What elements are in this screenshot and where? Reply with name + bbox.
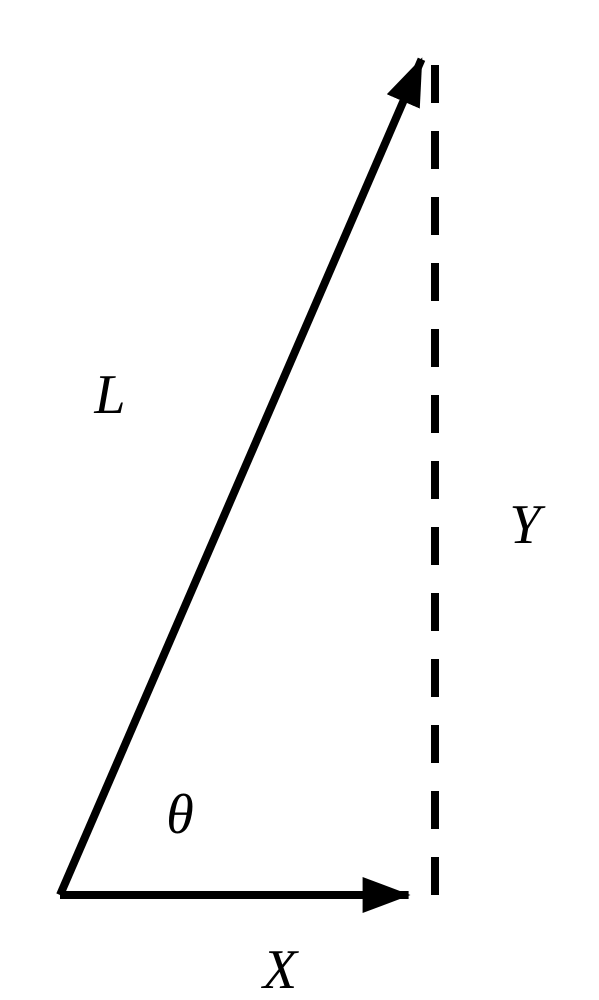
theta-label: θ — [166, 784, 194, 846]
x-label: X — [261, 939, 300, 1000]
vector-triangle-diagram: XYLθ — [0, 0, 599, 1000]
l-label: L — [93, 364, 125, 426]
